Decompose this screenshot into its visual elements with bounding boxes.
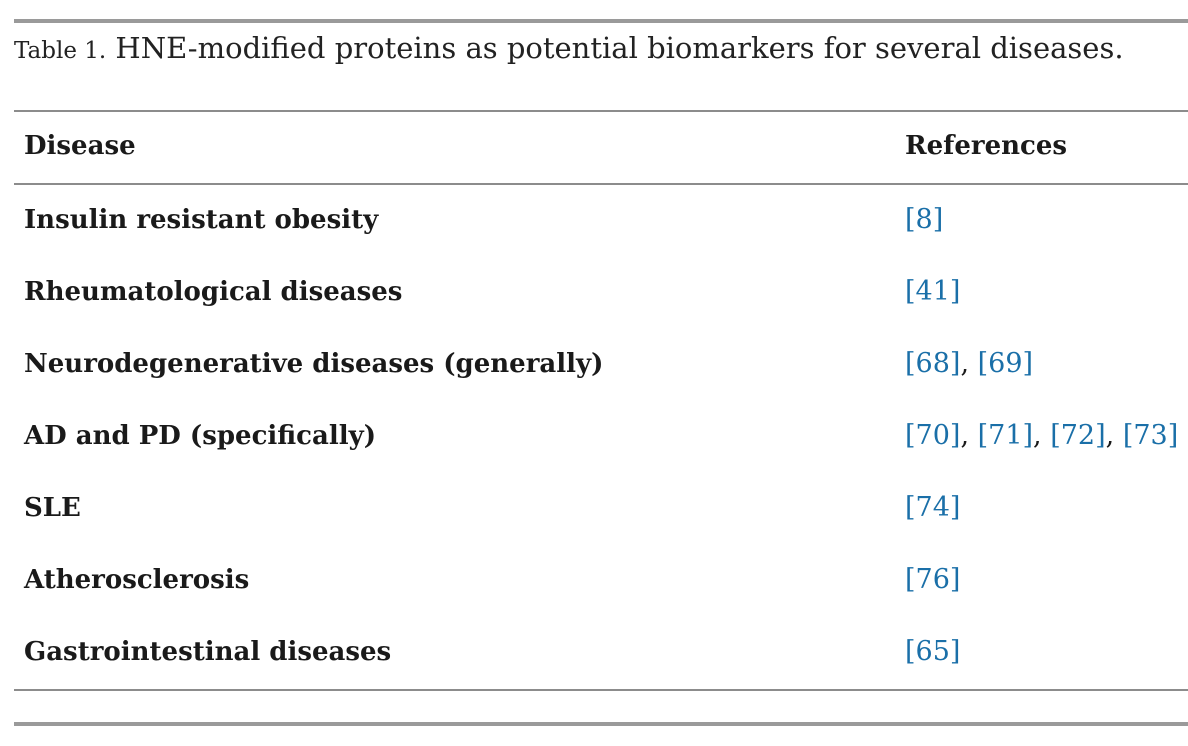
references-cell: [8] xyxy=(905,200,943,240)
table-caption-text: HNE-modified proteins as potential bioma… xyxy=(106,31,1124,65)
references-cell: [76] xyxy=(905,560,960,600)
reference-link[interactable]: [8] xyxy=(905,204,944,235)
top-rule xyxy=(14,19,1188,23)
references-cell: [74] xyxy=(905,488,960,528)
reference-separator: , xyxy=(960,348,978,379)
disease-cell: Atherosclerosis xyxy=(24,565,250,595)
table-row: SLE [74] xyxy=(0,488,1188,528)
references-cell: [41] xyxy=(905,272,960,312)
reference-link[interactable]: [70] xyxy=(905,420,961,451)
reference-link[interactable]: [74] xyxy=(905,492,961,523)
reference-link[interactable]: [41] xyxy=(905,276,961,307)
reference-link[interactable]: [71] xyxy=(977,420,1034,451)
table-row: Insulin resistant obesity [8] xyxy=(0,200,1188,240)
reference-separator: , xyxy=(1105,420,1123,451)
disease-cell: Gastrointestinal diseases xyxy=(24,637,392,667)
reference-link[interactable]: [76] xyxy=(905,564,961,595)
reference-link[interactable]: [65] xyxy=(905,636,961,667)
table-row: Neurodegenerative diseases (generally) [6… xyxy=(0,344,1188,384)
references-cell: [65] xyxy=(905,632,960,672)
bottom-rule xyxy=(14,722,1188,726)
header-top-rule xyxy=(14,110,1188,112)
disease-cell: Insulin resistant obesity xyxy=(24,205,379,235)
header-bottom-rule xyxy=(14,183,1188,185)
reference-link[interactable]: [68] xyxy=(905,348,961,379)
disease-cell: AD and PD (specifically) xyxy=(24,421,377,451)
references-cell: [68], [69] xyxy=(905,344,1033,384)
body-bottom-rule xyxy=(14,689,1188,691)
reference-link[interactable]: [69] xyxy=(977,348,1034,379)
reference-separator: , xyxy=(960,420,978,451)
table-row: Gastrointestinal diseases [65] xyxy=(0,632,1188,672)
table-row: Atherosclerosis [76] xyxy=(0,560,1188,600)
table-row: AD and PD (specifically) [70], [71], [72]… xyxy=(0,416,1188,456)
table-caption-label: Table 1. xyxy=(14,38,107,64)
disease-cell: Neurodegenerative diseases (generally) xyxy=(24,349,604,379)
reference-link[interactable]: [72] xyxy=(1050,420,1106,451)
disease-cell: SLE xyxy=(24,493,81,523)
table-caption: Table 1. HNE-modified proteins as potent… xyxy=(14,28,1124,71)
reference-link[interactable]: [73] xyxy=(1122,420,1179,451)
column-header-references: References xyxy=(905,131,1068,161)
column-header-disease: Disease xyxy=(24,131,136,161)
disease-cell: Rheumatological diseases xyxy=(24,277,403,307)
reference-separator: , xyxy=(1033,420,1051,451)
references-cell: [70], [71], [72], [73] xyxy=(905,416,1178,456)
table-row: Rheumatological diseases [41] xyxy=(0,272,1188,312)
